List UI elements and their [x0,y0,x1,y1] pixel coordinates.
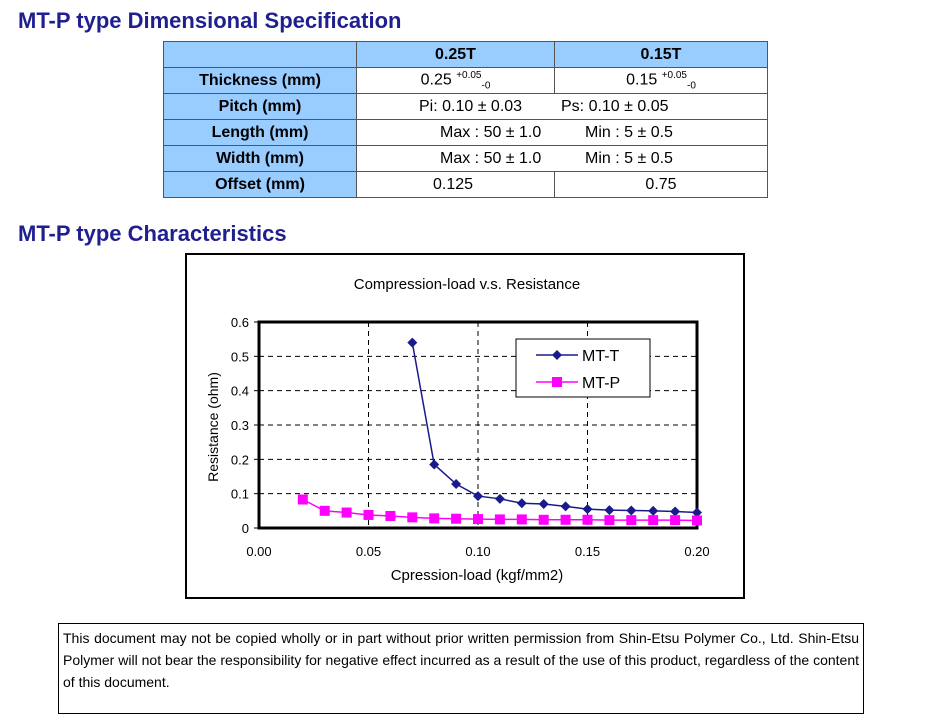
y-tick-label: 0.3 [231,418,249,433]
table-row-length: Length (mm) Max : 50 ± 1.0 Min : 5 ± 0.5 [163,119,768,146]
data-point-mt-t [407,337,418,348]
data-point-mt-p [560,514,571,525]
col-header-025t: 0.25T [356,41,555,68]
x-tick-label: 0.10 [465,544,490,559]
data-point-mt-t [473,491,483,502]
data-point-mt-p [516,514,527,525]
length-value-cell: Max : 50 ± 1.0 Min : 5 ± 0.5 [356,119,768,146]
data-point-mt-p [604,515,615,526]
row-label-thickness: Thickness (mm) [163,67,357,94]
thickness-025t-cell: 0.25 +0.05-0 [356,67,555,94]
data-point-mt-p [538,514,549,525]
data-point-mt-p [648,515,659,526]
tol-minus: -0 [687,80,696,92]
col-header-015t: 0.15T [554,41,768,68]
copyright-notice: This document may not be copied wholly o… [58,623,864,714]
y-tick-label: 0.4 [231,384,249,399]
chart-frame: Compression-load v.s. Resistance Resista… [185,253,745,599]
tol-plus: +0.05 [661,69,687,81]
table-row-thickness: Thickness (mm) 0.25 +0.05-0 0.15 +0.05-0 [163,67,768,94]
x-tick-label: 0.00 [246,544,271,559]
chart-title: Compression-load v.s. Resistance [354,276,580,293]
data-point-mt-p [297,494,308,505]
thickness-015t-value: 0.15 [626,71,658,89]
data-point-mt-t [429,459,440,470]
data-point-mt-p [670,515,681,526]
legend-label-mt-p: MT-P [582,375,620,392]
data-point-mt-p [626,515,637,526]
data-point-mt-t [626,505,637,516]
legend-marker-mt-p [552,377,562,387]
data-point-mt-p [692,515,702,526]
legend-label-mt-t: MT-T [582,348,620,365]
spec-table: 0.25T 0.15T Thickness (mm) 0.25 +0.05-0 … [163,41,768,198]
data-point-mt-p [407,512,418,523]
y-tick-label: 0.1 [231,487,249,502]
thickness-025t-tolerance: +0.05-0 [456,70,490,92]
data-point-mt-t [692,507,702,518]
data-point-mt-t [582,504,593,515]
table-row-offset: Offset (mm) 0.125 0.75 [163,171,768,198]
y-axis-label: Resistance (ohm) [205,372,221,482]
table-header-row: 0.25T 0.15T [163,41,768,68]
pitch-ps-value: Ps: 0.10 ± 0.05 [561,98,669,115]
offset-015t-value: 0.75 [554,171,768,198]
data-point-mt-p [451,513,462,524]
thickness-015t-cell: 0.15 +0.05-0 [554,67,768,94]
data-point-mt-p [494,514,505,525]
data-point-mt-p [319,505,330,516]
tol-minus: -0 [481,80,491,92]
spec-section-title: MT-P type Dimensional Specification [18,8,402,33]
table-row-width: Width (mm) Max : 50 ± 1.0 Min : 5 ± 0.5 [163,145,768,172]
x-axis-label: Cpression-load (kgf/mm2) [391,567,564,584]
data-point-mt-t [538,498,549,509]
table-row-pitch: Pitch (mm) Pi: 0.10 ± 0.03 Ps: 0.10 ± 0.… [163,93,768,120]
data-point-mt-t [560,501,571,512]
y-tick-label: 0 [242,521,249,536]
y-tick-label: 0.6 [231,315,249,330]
x-tick-label: 0.15 [575,544,600,559]
header-corner-cell [163,41,357,68]
legend-marker-mt-t [552,350,562,360]
data-point-mt-t [451,479,462,490]
data-point-mt-p [341,507,352,518]
length-min-value: Min : 5 ± 0.5 [585,124,673,141]
thickness-025t-value: 0.25 [420,71,452,89]
data-point-mt-t [604,505,615,516]
y-tick-label: 0.5 [231,349,249,364]
width-value-cell: Max : 50 ± 1.0 Min : 5 ± 0.5 [356,145,768,172]
chart-legend [515,338,651,398]
x-tick-label: 0.20 [684,544,709,559]
characteristics-section-title: MT-P type Characteristics [18,221,287,246]
thickness-015t-tolerance: +0.05-0 [662,70,696,92]
width-min-value: Min : 5 ± 0.5 [585,150,673,167]
x-tick-label: 0.05 [356,544,381,559]
tol-plus: +0.05 [456,69,482,81]
width-max-value: Max : 50 ± 1.0 [440,150,542,167]
row-label-offset: Offset (mm) [163,171,357,198]
data-point-mt-p [582,514,593,525]
data-point-mt-t [648,505,659,516]
data-point-mt-t [494,493,505,504]
data-point-mt-p [429,513,440,524]
y-tick-label: 0.2 [231,452,249,467]
row-label-length: Length (mm) [163,119,357,146]
row-label-width: Width (mm) [163,145,357,172]
length-max-value: Max : 50 ± 1.0 [440,124,542,141]
data-point-mt-t [670,506,681,517]
row-label-pitch: Pitch (mm) [163,93,357,120]
data-point-mt-t [516,498,527,509]
resistance-chart: Compression-load v.s. Resistance Resista… [205,276,710,584]
data-point-mt-p [363,509,374,520]
pitch-value-cell: Pi: 0.10 ± 0.03 Ps: 0.10 ± 0.05 [356,93,768,120]
data-point-mt-p [473,514,483,525]
data-point-mt-p [385,510,396,521]
offset-025t-value: 0.125 [356,171,555,198]
pitch-pi-value: Pi: 0.10 ± 0.03 [419,98,523,115]
